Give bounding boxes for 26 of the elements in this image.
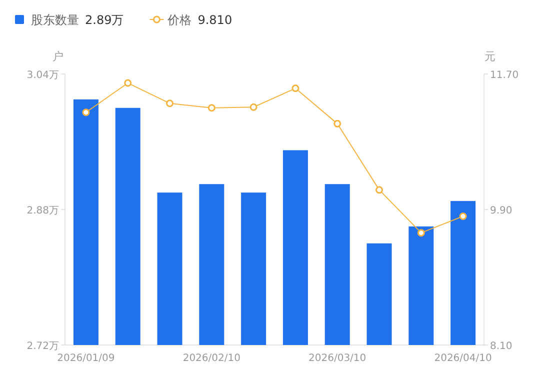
- point: [417, 229, 425, 237]
- y-axis-title: 户: [52, 50, 64, 63]
- point: [208, 104, 216, 112]
- point: [459, 212, 467, 220]
- x-tick-label: 2026/03/10: [308, 353, 366, 364]
- x-tick-label: 2026/02/10: [182, 353, 240, 364]
- point: [376, 186, 383, 194]
- x-tick-label: 2026/01/09: [57, 353, 115, 364]
- point: [292, 84, 300, 92]
- point: [82, 108, 90, 116]
- y-tick-label: 2.88万: [26, 206, 59, 216]
- legend-label: 价格: [166, 13, 192, 27]
- y2-tick-label: 11.70: [490, 70, 519, 81]
- point: [124, 79, 132, 87]
- text: 9.810: [198, 13, 232, 27]
- x-tick-label: 2026/04/10: [434, 353, 492, 364]
- point: [334, 120, 342, 128]
- legend-label: 股东数量: [31, 13, 79, 27]
- point: [250, 103, 258, 111]
- point: [166, 100, 174, 108]
- y2-axis-title: 元: [484, 50, 496, 63]
- y2-tick-label: 8.10: [490, 341, 512, 352]
- y-tick-label: 2.72万: [26, 341, 59, 352]
- y2-tick-label: 9.90: [490, 206, 512, 216]
- text: 2.89万: [85, 13, 124, 27]
- y-tick-label: 3.04万: [26, 70, 59, 81]
